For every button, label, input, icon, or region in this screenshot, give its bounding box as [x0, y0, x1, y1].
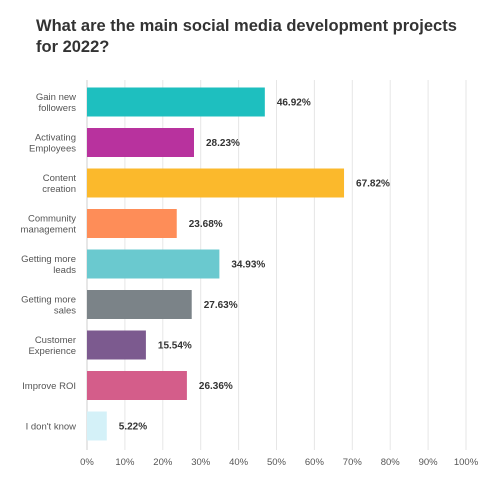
bar[interactable]: [87, 128, 194, 157]
x-tick-label: 40%: [229, 457, 249, 468]
category-label: creation: [42, 184, 76, 195]
x-tick-label: 10%: [115, 457, 135, 468]
data-label: 5.22%: [119, 422, 147, 433]
category-label: Community: [28, 214, 76, 225]
data-label: 34.93%: [231, 260, 265, 271]
bar[interactable]: [87, 330, 146, 360]
bar[interactable]: [87, 411, 107, 441]
category-label: Improve ROI: [22, 381, 76, 392]
category-label: sales: [54, 306, 76, 317]
bar[interactable]: [87, 168, 345, 198]
x-tick-label: 80%: [381, 457, 401, 468]
category-label: followers: [39, 103, 77, 114]
category-label: Getting more: [21, 254, 76, 265]
data-label: 26.36%: [199, 381, 233, 392]
category-label: Getting more: [21, 295, 76, 306]
bar[interactable]: [87, 209, 177, 238]
bar[interactable]: [87, 249, 220, 279]
x-tick-label: 30%: [191, 457, 211, 468]
data-label: 27.63%: [204, 300, 238, 311]
category-label: Activating: [35, 133, 76, 144]
x-tick-label: 20%: [153, 457, 173, 468]
category-label: Experience: [28, 346, 76, 357]
category-label: Employees: [29, 144, 76, 155]
x-tick-label: 0%: [80, 457, 94, 468]
x-tick-label: 50%: [267, 457, 287, 468]
data-label: 23.68%: [189, 219, 223, 230]
data-label: 46.92%: [277, 98, 311, 109]
chart-title: What are the main social media developme…: [36, 17, 457, 56]
bar[interactable]: [87, 290, 192, 319]
x-tick-label: 100%: [454, 457, 479, 468]
bar[interactable]: [87, 87, 265, 117]
category-label: management: [21, 225, 77, 236]
category-label: Customer: [35, 335, 76, 346]
category-label: I don't know: [26, 422, 77, 433]
data-label: 28.23%: [206, 138, 240, 149]
data-label: 67.82%: [356, 179, 390, 190]
category-label: Content: [43, 173, 77, 184]
bar[interactable]: [87, 371, 187, 400]
x-tick-label: 70%: [343, 457, 363, 468]
category-label: leads: [53, 265, 76, 276]
data-label: 15.54%: [158, 341, 192, 352]
x-tick-label: 90%: [419, 457, 439, 468]
category-label: Gain new: [36, 92, 76, 103]
x-tick-label: 60%: [305, 457, 325, 468]
